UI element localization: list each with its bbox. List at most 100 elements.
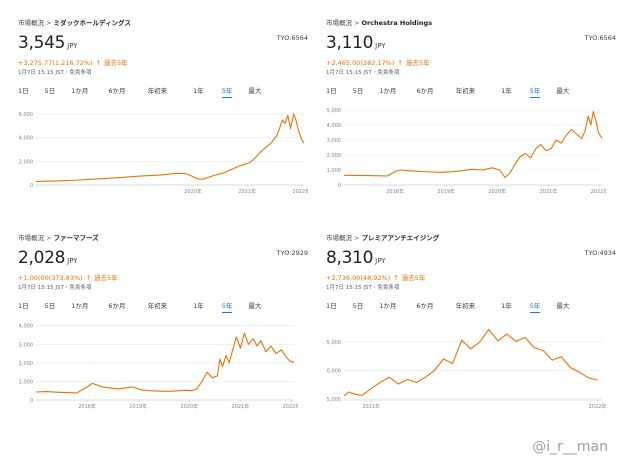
current-price: 3,545 bbox=[18, 33, 66, 53]
company-name: プレミアアンチエイジング bbox=[361, 234, 440, 242]
range-tab-6[interactable]: 5年 bbox=[529, 298, 541, 313]
range-tab-5[interactable]: 1年 bbox=[193, 302, 204, 310]
watermark: @i_r__man bbox=[532, 439, 608, 455]
stock-panel-3: 市場概況 > ファーマフーズ TYO:2929 2,028 JPY +1,00(00(… bbox=[18, 232, 308, 447]
x-tick-label: 2022年 bbox=[589, 403, 606, 410]
range-tab-0[interactable]: 1日 bbox=[326, 302, 337, 310]
breadcrumb: 市場概況 > Orchestra Holdings bbox=[326, 17, 432, 27]
arrow-up-icon: ↑ bbox=[85, 274, 92, 282]
price-block: 8,310 JPY bbox=[326, 248, 386, 268]
period-label: 過去5年 bbox=[104, 59, 128, 67]
price-change: +1,00(00(373.83%) ↑ 過去5年 bbox=[18, 272, 118, 282]
timestamp-disclaimer: 1月7日 15:15 JST・免責条項 bbox=[18, 285, 92, 291]
ticker-symbol: TYO:2929 bbox=[276, 249, 308, 257]
range-tab-1[interactable]: 5日 bbox=[44, 302, 56, 310]
breadcrumb-root-link[interactable]: 市場概況 bbox=[18, 19, 44, 27]
y-tick-label: 0 bbox=[30, 183, 33, 189]
range-tab-7[interactable]: 最大 bbox=[248, 87, 262, 95]
breadcrumb: 市場概況 > プレミアアンチエイジング bbox=[326, 232, 439, 242]
price-line bbox=[35, 113, 305, 183]
range-tab-7[interactable]: 最大 bbox=[556, 302, 570, 310]
range-tab-0[interactable]: 1日 bbox=[18, 302, 29, 310]
range-tab-2[interactable]: 1か月 bbox=[379, 302, 397, 310]
range-tab-3[interactable]: 6か月 bbox=[108, 302, 126, 310]
range-tab-0[interactable]: 1日 bbox=[326, 87, 337, 95]
stock-panel-2: 市場概況 > Orchestra Holdings TYO:6564 3,110 JP… bbox=[326, 17, 616, 232]
range-tab-0[interactable]: 1日 bbox=[18, 87, 29, 95]
range-tabs: 1日 5日 1か月 6か月 年初来 1年 5年 最大 bbox=[326, 298, 587, 313]
period-label: 過去5年 bbox=[405, 59, 430, 67]
range-tab-6[interactable]: 5年 bbox=[529, 83, 541, 98]
price-chart: 5,000 10,000 15,000 2021年 2022年 bbox=[326, 328, 606, 410]
range-tab-3[interactable]: 6か月 bbox=[108, 87, 126, 95]
y-tick-label: 10,000 bbox=[326, 368, 341, 374]
x-tick-label: 2021年 bbox=[362, 403, 380, 410]
x-tick-label: 2019年 bbox=[437, 188, 455, 195]
timestamp-disclaimer: 1月7日 15:15 JST・免責条項 bbox=[18, 70, 92, 76]
range-tab-4[interactable]: 年初来 bbox=[147, 302, 168, 310]
y-tick-label: 3,000 bbox=[327, 138, 341, 144]
breadcrumb-separator: > bbox=[354, 234, 360, 242]
y-tick-label: 0 bbox=[338, 183, 341, 189]
company-name: ミダックホールディングス bbox=[53, 19, 131, 27]
arrow-up-icon: ↑ bbox=[393, 274, 399, 282]
y-tick-label: 15,000 bbox=[326, 340, 341, 346]
y-tick-label: 3,000 bbox=[19, 342, 33, 348]
change-value: +2,465.00(382.17%) bbox=[326, 59, 395, 67]
y-tick-label: 4,000 bbox=[19, 136, 33, 142]
breadcrumb-root-link[interactable]: 市場概況 bbox=[18, 234, 44, 242]
stock-panel-1: 市場概況 > ミダックホールディングス TYO:6564 3,545 JPY +3,2… bbox=[18, 17, 308, 232]
breadcrumb-root-link[interactable]: 市場概況 bbox=[326, 19, 352, 27]
ticker-symbol: TYO:4934 bbox=[584, 249, 616, 257]
range-tab-5[interactable]: 1年 bbox=[501, 87, 512, 95]
range-tab-1[interactable]: 5日 bbox=[352, 302, 364, 310]
x-tick-label: 2020年 bbox=[184, 188, 202, 195]
breadcrumb: 市場概況 > ミダックホールディングス bbox=[18, 17, 131, 27]
y-tick-label: 6,000 bbox=[19, 112, 33, 118]
current-price: 3,110 bbox=[326, 33, 374, 53]
range-tab-2[interactable]: 1か月 bbox=[71, 302, 89, 310]
range-tab-2[interactable]: 1か月 bbox=[379, 87, 397, 95]
range-tab-3[interactable]: 6か月 bbox=[416, 302, 434, 310]
range-tab-6[interactable]: 5年 bbox=[221, 83, 233, 98]
range-tab-5[interactable]: 1年 bbox=[193, 87, 204, 95]
change-value: +1,00(00(373.83%) bbox=[18, 274, 83, 282]
ticker-symbol: TYO:6564 bbox=[276, 34, 308, 42]
x-tick-label: 2021年 bbox=[231, 403, 249, 410]
range-tab-4[interactable]: 年初来 bbox=[147, 87, 168, 95]
price-block: 2,028 JPY bbox=[18, 248, 78, 268]
y-tick-label: 2,000 bbox=[327, 153, 341, 159]
change-value: +2,736.00(48.92%) bbox=[326, 274, 391, 282]
range-tab-5[interactable]: 1年 bbox=[501, 302, 512, 310]
range-tab-1[interactable]: 5日 bbox=[352, 87, 364, 95]
period-label: 過去5年 bbox=[401, 274, 426, 282]
timestamp-disclaimer: 1月7日 15:15 JST・免責条項 bbox=[326, 70, 400, 76]
price-line bbox=[35, 332, 295, 394]
breadcrumb-separator: > bbox=[46, 19, 52, 27]
price-line bbox=[343, 328, 598, 397]
company-name: ファーマフーズ bbox=[53, 234, 99, 242]
range-tab-4[interactable]: 年初来 bbox=[455, 302, 476, 310]
y-tick-label: 0 bbox=[30, 398, 33, 404]
y-tick-label: 4,000 bbox=[327, 123, 341, 129]
arrow-up-icon: ↑ bbox=[95, 59, 102, 67]
current-price: 8,310 bbox=[326, 248, 374, 268]
range-tab-4[interactable]: 年初来 bbox=[455, 87, 476, 95]
y-tick-label: 2,000 bbox=[19, 361, 33, 367]
price-change: +3,275.77(1,216.72%) ↑ 過去5年 bbox=[18, 57, 128, 67]
range-tab-3[interactable]: 6か月 bbox=[416, 87, 434, 95]
period-label: 過去5年 bbox=[94, 274, 118, 282]
price-line bbox=[343, 110, 603, 179]
range-tabs: 1日 5日 1か月 6か月 年初来 1年 5年 最大 bbox=[18, 83, 279, 98]
range-tab-6[interactable]: 5年 bbox=[221, 298, 233, 313]
range-tab-7[interactable]: 最大 bbox=[556, 87, 570, 95]
breadcrumb-root-link[interactable]: 市場概況 bbox=[326, 234, 352, 242]
price-chart: 0 1,000 2,000 3,000 4,000 2018年 2019年 2020年 2021… bbox=[19, 324, 298, 410]
arrow-up-icon: ↑ bbox=[397, 59, 403, 67]
x-tick-label: 2019年 bbox=[129, 403, 147, 410]
range-tab-1[interactable]: 5日 bbox=[44, 87, 56, 95]
breadcrumb-separator: > bbox=[46, 234, 52, 242]
range-tab-2[interactable]: 1か月 bbox=[71, 87, 89, 95]
range-tab-7[interactable]: 最大 bbox=[248, 302, 262, 310]
breadcrumb-separator: > bbox=[354, 19, 360, 27]
